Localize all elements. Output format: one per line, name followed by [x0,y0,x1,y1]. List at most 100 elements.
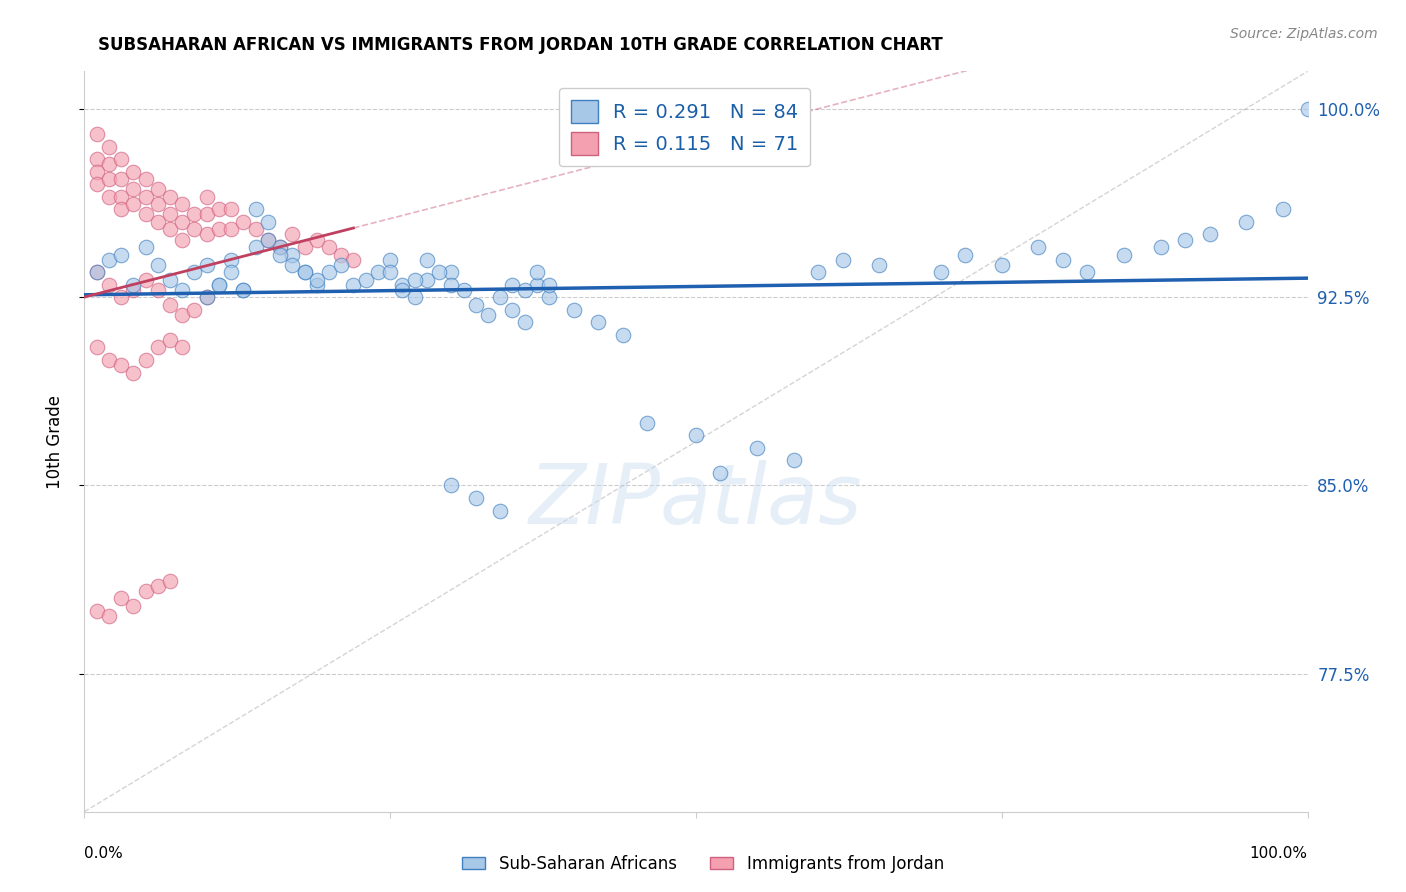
Point [416,252,439,267]
Legend: Sub-Saharan Africans, Immigrants from Jordan: Sub-Saharan Africans, Immigrants from Jo… [456,848,950,880]
Point [159,574,181,588]
Text: SUBSAHARAN AFRICAN VS IMMIGRANTS FROM JORDAN 10TH GRADE CORRELATION CHART: SUBSAHARAN AFRICAN VS IMMIGRANTS FROM JO… [98,36,943,54]
Point [122,599,145,613]
Point [159,273,181,287]
Point [172,283,194,297]
Point [172,197,194,211]
Point [991,258,1014,272]
Text: 100.0%: 100.0% [1250,847,1308,862]
Point [172,308,194,322]
Point [172,215,194,229]
Point [195,207,218,221]
Point [1028,240,1050,254]
Point [869,258,891,272]
Point [636,416,658,430]
Point [172,233,194,247]
Point [269,247,291,261]
Point [502,302,524,317]
Point [538,277,561,292]
Point [195,258,218,272]
Point [709,466,731,480]
Point [86,165,108,179]
Point [464,298,486,312]
Point [110,152,132,166]
Point [1198,227,1220,242]
Point [464,491,486,505]
Point [183,302,205,317]
Point [305,233,328,247]
Point [97,609,120,624]
Point [294,265,316,279]
Point [380,252,402,267]
Point [219,202,242,217]
Point [245,240,267,254]
Point [269,240,291,254]
Point [783,453,806,467]
Point [122,277,145,292]
Point [318,240,340,254]
Point [232,215,254,229]
Point [330,247,353,261]
Legend: R = 0.291   N = 84, R = 0.115   N = 71: R = 0.291 N = 84, R = 0.115 N = 71 [560,88,810,167]
Point [110,591,132,606]
Point [440,265,463,279]
Point [538,290,561,304]
Point [122,366,145,380]
Point [305,273,328,287]
Text: 0.0%: 0.0% [84,847,124,862]
Point [586,315,609,329]
Point [612,327,634,342]
Point [269,240,291,254]
Point [146,258,169,272]
Point [195,290,218,304]
Point [807,265,830,279]
Point [122,182,145,196]
Point [1272,202,1295,217]
Point [513,315,536,329]
Point [183,222,205,236]
Point [318,265,340,279]
Point [513,283,536,297]
Point [257,215,280,229]
Point [135,190,157,204]
Point [416,273,439,287]
Text: Source: ZipAtlas.com: Source: ZipAtlas.com [1230,27,1378,41]
Point [831,252,853,267]
Point [97,277,120,292]
Point [183,207,205,221]
Point [86,265,108,279]
Point [747,441,769,455]
Point [135,240,157,254]
Point [232,283,254,297]
Point [146,283,169,297]
Point [391,283,413,297]
Point [281,227,304,242]
Point [245,202,267,217]
Point [391,277,413,292]
Point [159,333,181,347]
Point [146,197,169,211]
Point [1052,252,1074,267]
Point [330,258,353,272]
Point [208,222,231,236]
Point [562,302,585,317]
Point [110,190,132,204]
Point [354,273,377,287]
Point [122,197,145,211]
Point [245,222,267,236]
Point [453,283,475,297]
Point [489,503,512,517]
Point [97,190,120,204]
Point [135,207,157,221]
Point [1174,233,1197,247]
Point [380,265,402,279]
Point [208,277,231,292]
Point [97,252,120,267]
Point [1236,215,1258,229]
Point [404,273,426,287]
Point [502,277,524,292]
Point [110,247,132,261]
Point [97,139,120,153]
Point [440,277,463,292]
Point [208,202,231,217]
